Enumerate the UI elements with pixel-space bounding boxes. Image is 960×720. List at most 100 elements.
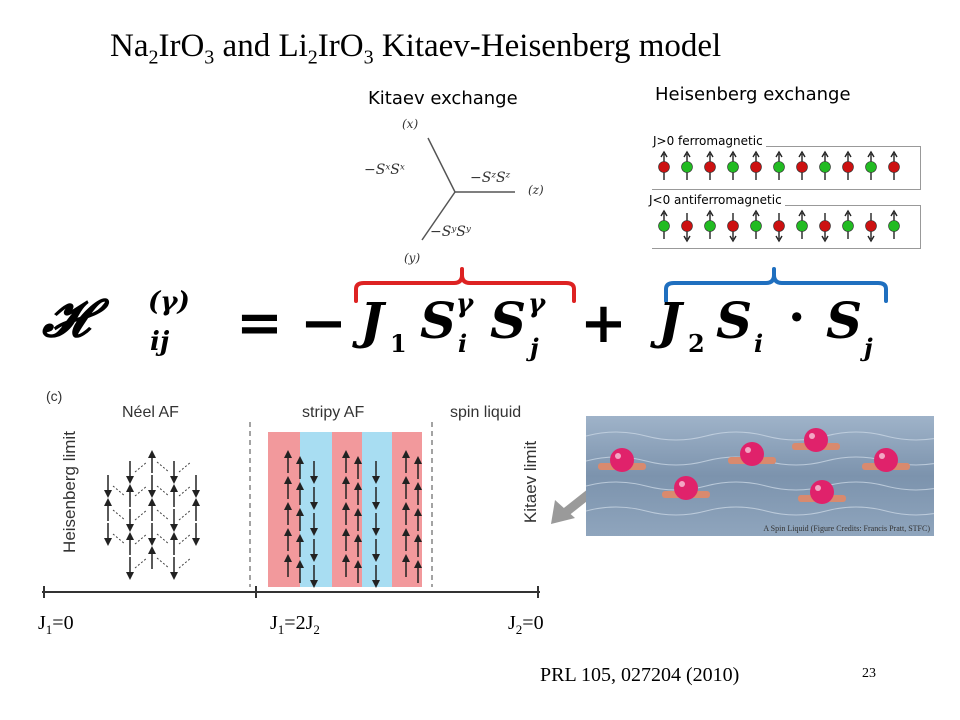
spin-liquid-ball bbox=[804, 428, 828, 452]
stripy-spin-head bbox=[372, 502, 380, 510]
stripy-spin-head bbox=[414, 456, 422, 464]
spin-arrowhead bbox=[660, 209, 668, 217]
spin-site bbox=[727, 220, 739, 232]
S-i: S bbox=[716, 291, 752, 350]
axis-label-middle: J1=2J2 bbox=[270, 612, 320, 637]
spin-arrowhead bbox=[660, 150, 668, 158]
stripy-spin-head bbox=[372, 528, 380, 536]
stripy-spin-head bbox=[310, 502, 318, 510]
stripy-spin-head bbox=[284, 476, 292, 484]
phase-diagram-panel: (c) Néel AF stripy AF spin liquid Heisen… bbox=[40, 382, 550, 602]
spin-arrowhead bbox=[821, 150, 829, 158]
stripe-blue-1 bbox=[300, 432, 332, 587]
stripy-spin-head bbox=[372, 580, 380, 588]
spin-liquid-label: spin liquid bbox=[450, 404, 522, 421]
spin-liquid-ball bbox=[810, 480, 834, 504]
stripy-spin-head bbox=[342, 450, 350, 458]
stripy-spin-head bbox=[310, 476, 318, 484]
neel-spin-head bbox=[126, 572, 134, 580]
neel-bond bbox=[178, 557, 192, 569]
neel-spin-head bbox=[192, 498, 200, 506]
spin-liquid-ball bbox=[674, 476, 698, 500]
neel-bond bbox=[156, 533, 170, 545]
stripy-spin-head bbox=[284, 554, 292, 562]
stripe-pink-1 bbox=[268, 432, 300, 587]
spin-site bbox=[773, 220, 785, 232]
spin-liquid-highlight bbox=[879, 453, 885, 459]
neel-spin-head bbox=[148, 498, 156, 506]
stripy-spin-head bbox=[402, 502, 410, 510]
stripy-spin-head bbox=[372, 476, 380, 484]
spin-site bbox=[865, 161, 877, 173]
spin-arrowhead bbox=[752, 209, 760, 217]
neel-bond bbox=[112, 509, 126, 521]
x-bond bbox=[427, 137, 456, 193]
gamma-superscript-2: γ bbox=[528, 289, 547, 319]
S-j: S bbox=[826, 291, 862, 350]
J1-symbol: J bbox=[352, 291, 387, 350]
S-gamma-j: S bbox=[490, 291, 526, 350]
spin-arrowhead bbox=[729, 150, 737, 158]
stripy-spin-head bbox=[284, 502, 292, 510]
z-term: −SᶻSᶻ bbox=[470, 170, 511, 186]
stripy-spin-head bbox=[354, 560, 362, 568]
J2-subscript: 2 bbox=[688, 329, 705, 358]
j-subscript-1: j bbox=[526, 333, 539, 362]
stripy-spin-head bbox=[296, 482, 304, 490]
stripy-spin-head bbox=[372, 554, 380, 562]
stripy-spin-head bbox=[402, 528, 410, 536]
stripy-spin-head bbox=[310, 580, 318, 588]
spin-arrowhead bbox=[683, 235, 691, 243]
stripy-spin-head bbox=[296, 456, 304, 464]
neel-bond bbox=[134, 461, 148, 473]
neel-spin-head bbox=[148, 490, 156, 498]
neel-spin-head bbox=[170, 524, 178, 532]
neel-af-label: Néel AF bbox=[122, 404, 179, 421]
neel-spin-head bbox=[170, 572, 178, 580]
spin-arrowhead bbox=[706, 150, 714, 158]
i-subscript-1: i bbox=[458, 329, 467, 358]
stripy-spin-head bbox=[354, 534, 362, 542]
stripy-spin-head bbox=[354, 456, 362, 464]
neel-bond bbox=[156, 509, 170, 521]
hamiltonian-symbol: 𝓗 bbox=[42, 288, 110, 349]
spin-site bbox=[750, 220, 762, 232]
kitaev-bond-diagram: (x) (y) (z) −SˣSˣ −SᶻSᶻ −SʸSʸ bbox=[364, 117, 544, 265]
neel-spin-head bbox=[170, 484, 178, 492]
stripy-spin-arrows bbox=[284, 450, 422, 588]
spin-arrowhead bbox=[821, 235, 829, 243]
neel-honeycomb-lattice bbox=[104, 450, 200, 580]
neel-spin-head bbox=[126, 476, 134, 484]
neel-spin-head bbox=[192, 490, 200, 498]
stripy-spin-head bbox=[310, 554, 318, 562]
stripy-spin-head bbox=[284, 528, 292, 536]
neel-bond bbox=[178, 485, 192, 497]
panel-label: (c) bbox=[46, 388, 63, 404]
neel-bond bbox=[134, 509, 148, 521]
spin-site bbox=[819, 220, 831, 232]
neel-spin-head bbox=[104, 538, 112, 546]
stripy-spin-head bbox=[414, 534, 422, 542]
spin-site bbox=[658, 220, 670, 232]
neel-bond bbox=[156, 461, 170, 473]
stripy-spin-head bbox=[342, 528, 350, 536]
neel-bond bbox=[112, 485, 126, 497]
y-bond bbox=[421, 191, 456, 241]
stripy-spin-head bbox=[354, 482, 362, 490]
neel-spin-head bbox=[126, 484, 134, 492]
i-subscript-2: i bbox=[754, 329, 763, 358]
spin-arrowhead bbox=[890, 209, 898, 217]
stripy-spin-head bbox=[414, 482, 422, 490]
y-term: −SʸSʸ bbox=[430, 224, 472, 240]
spin-arrowhead bbox=[729, 235, 737, 243]
axis-label-left: J1=0 bbox=[38, 612, 74, 637]
kitaev-exchange-heading: Kitaev exchange bbox=[368, 88, 518, 109]
neel-spin-head bbox=[192, 538, 200, 546]
spin-site bbox=[681, 161, 693, 173]
page-number: 23 bbox=[862, 666, 876, 681]
spin-site bbox=[865, 220, 877, 232]
spin-arrowhead bbox=[706, 209, 714, 217]
hamiltonian-equation: 𝓗 (γ) ij = − J 1 S γ i S γ j + J 2 S i ·… bbox=[42, 287, 873, 362]
spin-arrowhead bbox=[867, 235, 875, 243]
neel-spin-head bbox=[148, 450, 156, 458]
